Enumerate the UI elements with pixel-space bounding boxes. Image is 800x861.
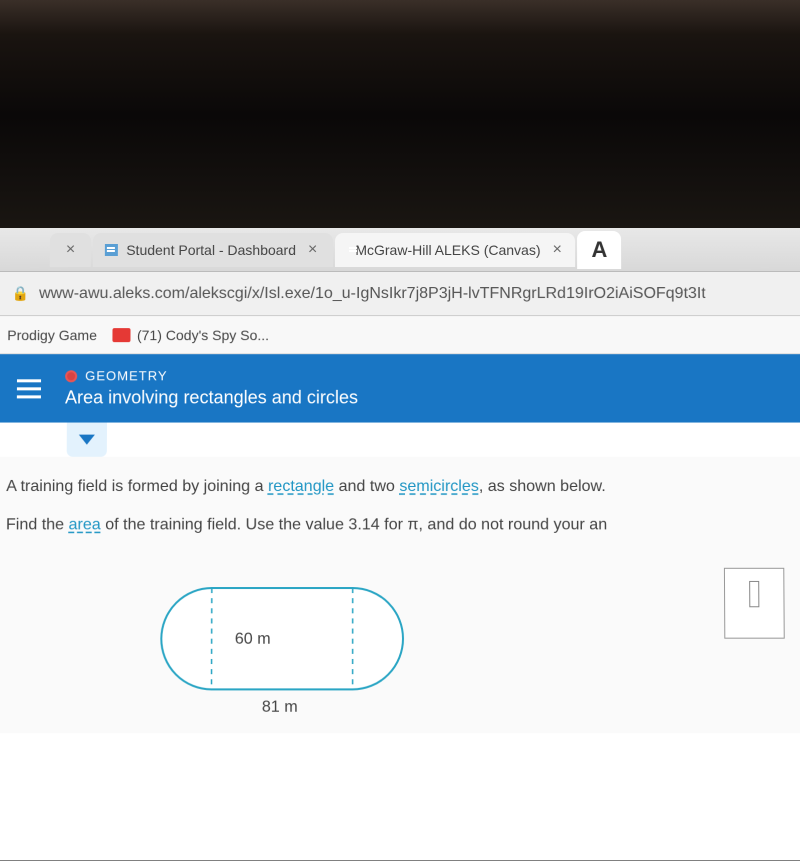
content-area: GEOMETRY Area involving rectangles and c… — [0, 354, 800, 860]
topic-title: Area involving rectangles and circles — [65, 387, 358, 408]
url-text[interactable]: www-awu.aleks.com/alekscgi/x/Isl.exe/1o_… — [39, 285, 706, 303]
close-icon[interactable]: × — [304, 240, 321, 258]
width-label: 81 m — [262, 699, 298, 716]
bookmark-prodigy[interactable]: Prodigy Game — [7, 327, 97, 343]
address-bar: 🔒 www-awu.aleks.com/alekscgi/x/Isl.exe/1… — [0, 272, 800, 316]
close-icon[interactable]: × — [62, 240, 79, 258]
menu-icon[interactable] — [17, 379, 41, 398]
tab-unnamed[interactable]: × — [50, 232, 92, 266]
bookmarks-bar: Prodigy Game (71) Cody's Spy So... — [0, 316, 800, 354]
tab-label: McGraw-Hill ALEKS (Canvas) — [355, 241, 540, 257]
stadium-svg: 60 m 81 m — [136, 568, 428, 720]
problem-area: A training field is formed by joining a … — [0, 457, 800, 733]
problem-line-1: A training field is formed by joining a … — [6, 475, 794, 499]
stadium-figure: 60 m 81 m — [136, 568, 429, 725]
term-rectangle[interactable]: rectangle — [268, 478, 334, 495]
lock-icon: 🔒 — [11, 285, 29, 302]
tab-aleks[interactable]: McGraw-Hill ALEKS (Canvas) × — [335, 232, 575, 266]
youtube-icon — [113, 328, 131, 342]
tab-a[interactable]: A — [577, 230, 621, 268]
chevron-down-icon — [79, 435, 95, 445]
bookmark-label: Prodigy Game — [7, 327, 97, 343]
tab-label: A — [591, 236, 607, 262]
height-label: 60 m — [235, 631, 271, 648]
subject-label: GEOMETRY — [85, 368, 167, 383]
subject-badge: GEOMETRY — [65, 368, 358, 383]
bookmark-label: (71) Cody's Spy So... — [137, 327, 269, 343]
text-cursor-icon — [749, 581, 759, 607]
tab-label: Student Portal - Dashboard — [126, 241, 296, 257]
problem-line-2: Find the area of the training field. Use… — [6, 513, 794, 537]
close-icon[interactable]: × — [549, 240, 566, 258]
bookmark-cody[interactable]: (71) Cody's Spy So... — [113, 327, 269, 343]
aleks-header: GEOMETRY Area involving rectangles and c… — [0, 354, 800, 422]
favicon-icon — [105, 243, 118, 255]
term-area[interactable]: area — [69, 516, 101, 533]
answer-input[interactable] — [724, 568, 785, 639]
record-icon — [65, 370, 77, 382]
tab-strip: × Student Portal - Dashboard × McGraw-Hi… — [0, 228, 800, 272]
term-semicircles[interactable]: semicircles — [399, 478, 478, 495]
tab-student-portal[interactable]: Student Portal - Dashboard × — [93, 232, 333, 266]
expand-button[interactable] — [67, 423, 107, 457]
